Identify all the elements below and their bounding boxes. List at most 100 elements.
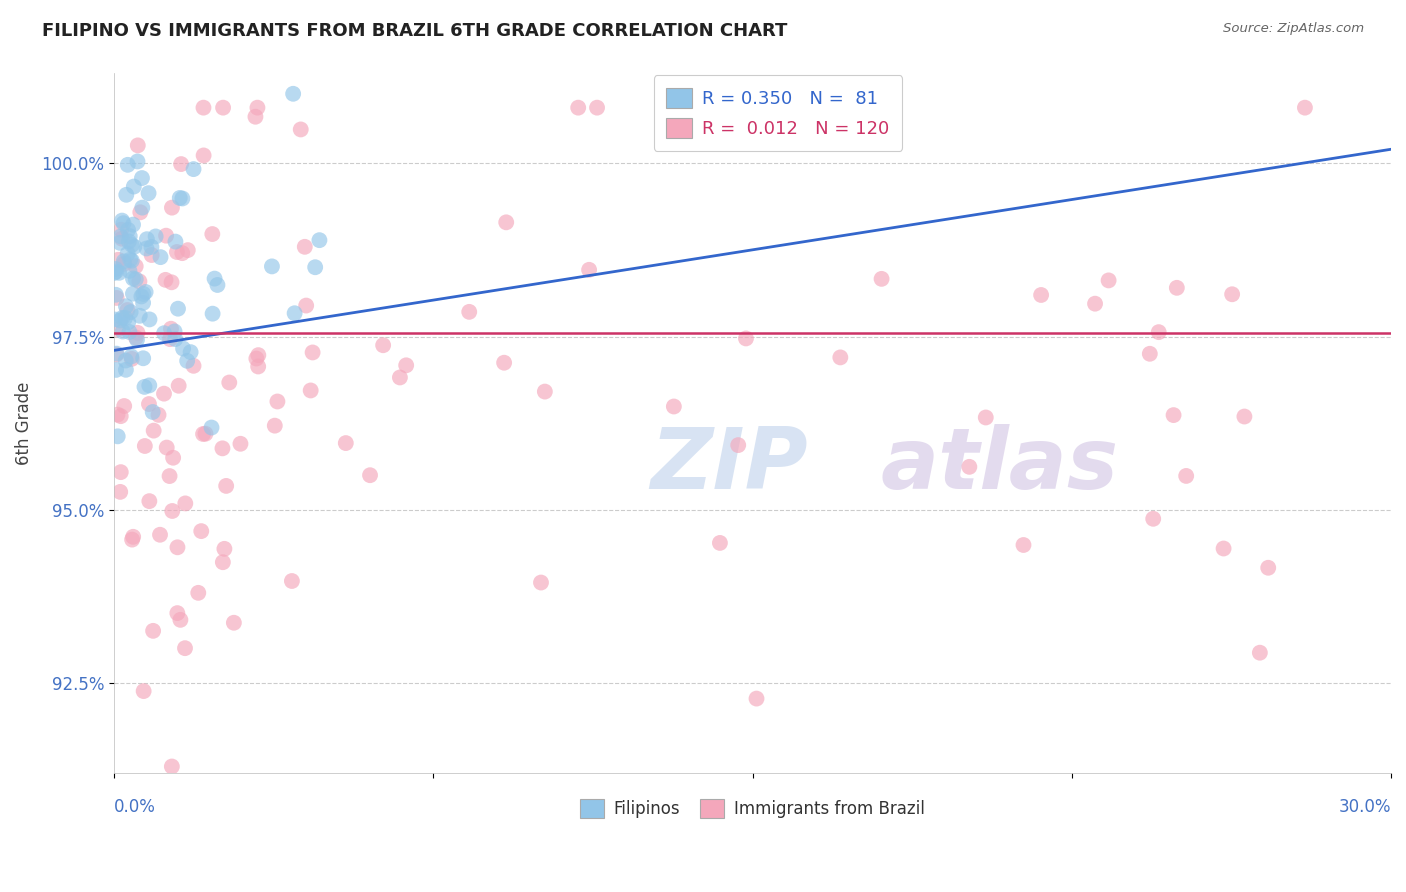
Point — [134, 439, 156, 453]
Text: ZIP: ZIP — [651, 424, 808, 507]
Point — [534, 384, 557, 399]
Point — [124, 240, 146, 254]
Point — [107, 322, 129, 336]
Point — [1175, 469, 1198, 483]
Point — [193, 101, 215, 115]
Text: FILIPINO VS IMMIGRANTS FROM BRAZIL 6TH GRADE CORRELATION CHART: FILIPINO VS IMMIGRANTS FROM BRAZIL 6TH G… — [42, 22, 787, 40]
Point — [135, 232, 157, 246]
Point — [180, 345, 202, 359]
Point — [117, 223, 139, 237]
Point — [125, 333, 148, 347]
Point — [159, 332, 181, 346]
Point — [117, 246, 139, 260]
Point — [131, 201, 153, 215]
Point — [245, 351, 267, 366]
Point — [1294, 101, 1316, 115]
Point — [247, 359, 270, 374]
Point — [108, 313, 131, 327]
Point — [211, 442, 233, 456]
Point — [142, 424, 165, 438]
Point — [111, 325, 134, 339]
Point — [212, 555, 235, 569]
Point — [111, 213, 134, 227]
Point — [201, 227, 224, 241]
Point — [335, 436, 357, 450]
Point — [1029, 288, 1052, 302]
Point — [149, 527, 172, 541]
Point — [121, 238, 143, 252]
Point — [1142, 512, 1164, 526]
Point — [229, 437, 252, 451]
Point — [169, 191, 191, 205]
Point — [172, 342, 194, 356]
Point — [586, 101, 609, 115]
Point — [373, 338, 395, 352]
Point — [108, 235, 131, 250]
Point — [166, 541, 188, 555]
Point — [125, 272, 148, 286]
Point — [110, 223, 132, 237]
Point — [1249, 646, 1271, 660]
Point — [110, 409, 132, 424]
Point — [215, 479, 238, 493]
Point — [172, 246, 194, 260]
Point — [129, 205, 152, 219]
Point — [281, 87, 304, 101]
Point — [120, 305, 142, 319]
Point — [299, 384, 322, 398]
Point — [246, 101, 269, 115]
Point — [142, 405, 165, 419]
Point — [494, 356, 516, 370]
Point — [107, 252, 129, 267]
Point — [135, 242, 157, 256]
Point — [127, 326, 149, 340]
Point — [1212, 541, 1234, 556]
Point — [870, 272, 893, 286]
Point — [218, 376, 240, 390]
Point — [135, 285, 157, 299]
Point — [142, 624, 165, 638]
Text: 0.0%: 0.0% — [114, 797, 156, 815]
Point — [131, 171, 153, 186]
Point — [105, 363, 128, 377]
Point — [1084, 296, 1107, 310]
Point — [165, 235, 187, 249]
Point — [105, 346, 128, 360]
Point — [1220, 287, 1243, 301]
Point — [122, 179, 145, 194]
Point — [301, 345, 323, 359]
Point — [110, 465, 132, 479]
Point — [121, 253, 143, 268]
Point — [104, 312, 127, 326]
Point — [115, 299, 138, 313]
Point — [110, 229, 132, 244]
Point — [388, 370, 411, 384]
Point — [108, 484, 131, 499]
Point — [167, 301, 190, 316]
Point — [138, 397, 160, 411]
Point — [118, 264, 141, 278]
Point — [127, 138, 149, 153]
Point — [105, 291, 128, 305]
Point — [115, 187, 138, 202]
Point — [125, 260, 148, 274]
Point — [104, 287, 127, 301]
Point — [745, 691, 768, 706]
Point — [1166, 281, 1188, 295]
Point — [1139, 347, 1161, 361]
Legend: Filipinos, Immigrants from Brazil: Filipinos, Immigrants from Brazil — [574, 792, 931, 824]
Point — [174, 496, 197, 510]
Point — [122, 218, 145, 232]
Text: atlas: atlas — [880, 424, 1118, 507]
Point — [112, 216, 135, 230]
Point — [118, 325, 141, 339]
Point — [214, 541, 236, 556]
Point — [145, 229, 167, 244]
Point — [138, 378, 160, 392]
Point — [194, 426, 217, 441]
Point — [662, 400, 685, 414]
Point — [222, 615, 245, 630]
Point — [207, 277, 229, 292]
Point — [105, 347, 128, 361]
Point — [830, 351, 852, 365]
